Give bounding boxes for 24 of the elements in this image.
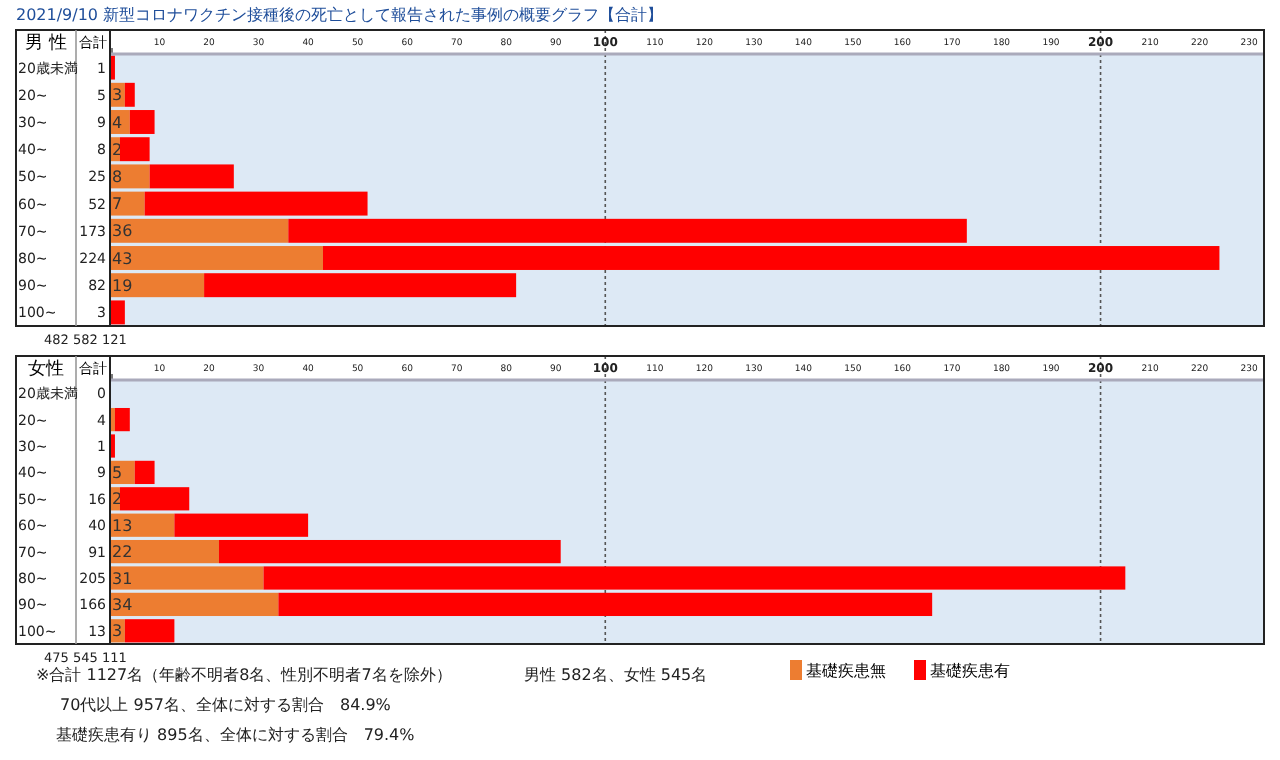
text: 70代以上 957名、全体に対する割合 84.9% — [60, 696, 392, 714]
y-axis-title: 男 性 — [25, 32, 67, 55]
data-label: 36 — [112, 222, 133, 241]
data-label: 31 — [112, 569, 133, 588]
text: 男性 582名、女性 545名 — [524, 666, 708, 684]
data-label: 3 — [112, 622, 123, 641]
data-label: 2 — [112, 490, 123, 509]
data-label: 22 — [112, 543, 133, 562]
legend-label: 基礎疾患無 — [806, 661, 886, 680]
text: ※合計 1127名（年齢不明者8名、性別不明者7名を除外） — [36, 666, 452, 684]
data-label: 2 — [112, 140, 123, 159]
legend-label: 基礎疾患有 — [930, 661, 1010, 680]
data-label: 13 — [112, 516, 133, 535]
data-label: 8 — [112, 168, 123, 186]
data-label: 19 — [112, 276, 133, 295]
chart-title: 2021/9/10 新型コロナワクチン接種後の死亡として報告された事例の概要グラフ【合計】 — [16, 6, 664, 24]
data-label: 7 — [112, 195, 123, 214]
data-label: 3 — [112, 86, 123, 105]
text: 基礎疾患有り 895名、全体に対する割合 79.4% — [56, 726, 416, 744]
data-label: 5 — [112, 464, 123, 482]
data-label: 4 — [112, 113, 123, 132]
y-axis-title: 女性 — [28, 358, 64, 381]
data-label: 34 — [112, 596, 133, 614]
data-label: 43 — [112, 249, 133, 268]
